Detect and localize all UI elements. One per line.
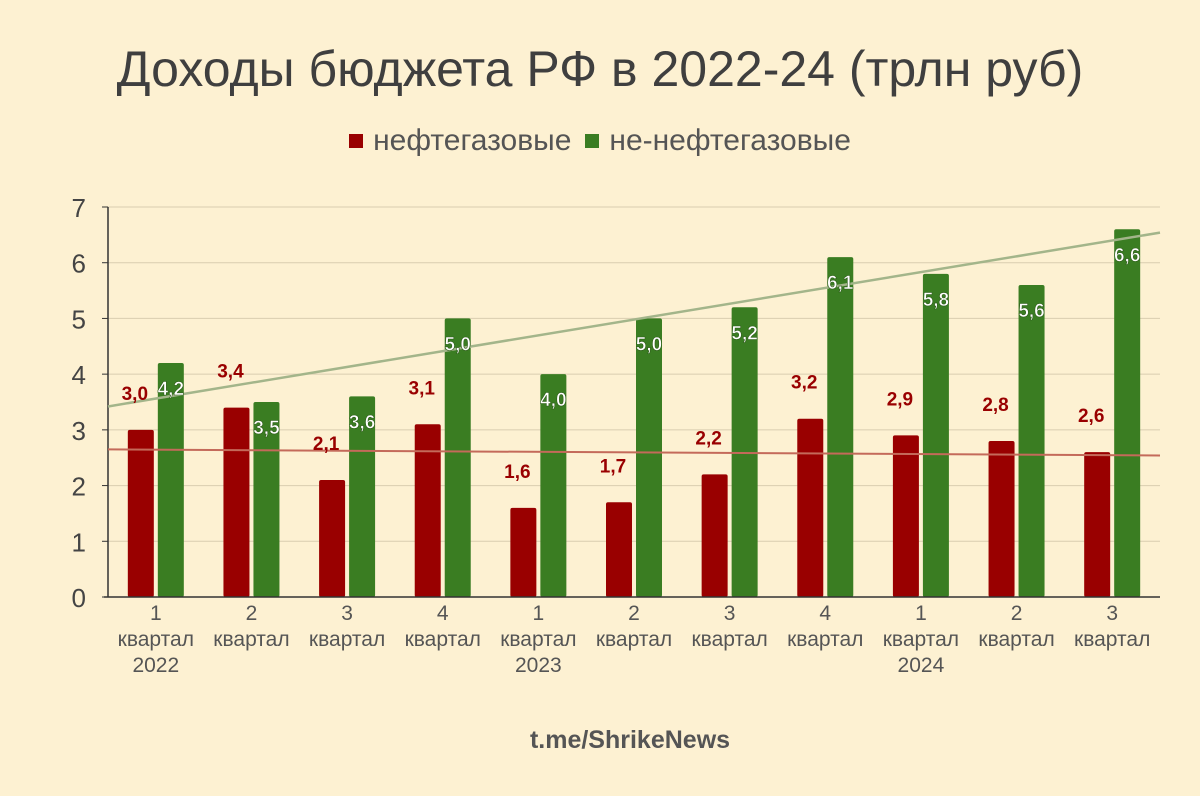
bar-non-oil-gas bbox=[157, 363, 184, 597]
x-category-label: квартал bbox=[787, 628, 863, 651]
legend-swatch-oil-gas bbox=[349, 134, 364, 148]
bar-oil-gas bbox=[127, 429, 154, 597]
bar-oil-gas bbox=[1084, 452, 1111, 597]
x-category-label: 2022 bbox=[132, 654, 179, 677]
bar-oil-gas bbox=[223, 407, 250, 597]
x-category-label: квартал bbox=[118, 628, 194, 651]
x-category-label: 2024 bbox=[898, 654, 945, 677]
x-category-label: квартал bbox=[691, 628, 767, 651]
source-footer: t.me/ShrikeNews bbox=[529, 726, 731, 754]
trendline-non-oil-gas bbox=[107, 231, 1161, 408]
value-label-non-oil-gas: 6,6 bbox=[1114, 245, 1140, 266]
x-category-label: 2 bbox=[1011, 602, 1023, 625]
bar-non-oil-gas bbox=[922, 273, 949, 597]
value-label-non-oil-gas: 3,6 bbox=[349, 412, 375, 433]
x-category-label: 3 bbox=[1106, 602, 1118, 625]
bar-oil-gas bbox=[988, 441, 1015, 597]
bar-non-oil-gas bbox=[349, 396, 376, 597]
y-tick-label: 4 bbox=[72, 360, 86, 390]
y-tick-label: 1 bbox=[72, 527, 86, 557]
value-label-oil-gas: 2,9 bbox=[887, 389, 913, 410]
value-label-oil-gas: 3,1 bbox=[409, 378, 436, 399]
value-label-oil-gas: 3,4 bbox=[217, 362, 244, 383]
bar-non-oil-gas bbox=[1114, 229, 1141, 598]
y-tick-label: 0 bbox=[72, 583, 86, 613]
y-tick-label: 2 bbox=[72, 472, 86, 502]
trendline-oil-gas bbox=[107, 448, 1161, 457]
bar-non-oil-gas bbox=[444, 318, 471, 597]
x-category-label: 3 bbox=[341, 602, 353, 625]
x-category-label: 2 bbox=[628, 602, 640, 625]
value-label-oil-gas: 3,0 bbox=[122, 384, 148, 405]
x-category-label: квартал bbox=[213, 628, 289, 651]
bar-non-oil-gas bbox=[1018, 285, 1045, 597]
x-category-label: 4 bbox=[437, 602, 449, 625]
value-label-oil-gas: 1,7 bbox=[600, 456, 626, 477]
bar-oil-gas bbox=[414, 424, 441, 597]
bar-non-oil-gas bbox=[636, 318, 662, 597]
bar-oil-gas bbox=[797, 418, 824, 597]
value-label-non-oil-gas: 5,6 bbox=[1018, 301, 1044, 322]
value-label-non-oil-gas: 6,1 bbox=[827, 273, 854, 294]
legend-swatch-non-oil-gas bbox=[585, 134, 600, 148]
x-category-label: 4 bbox=[819, 602, 831, 625]
y-tick-label: 7 bbox=[72, 193, 86, 223]
legend-item-oil-gas: нефтегазовые bbox=[349, 124, 571, 158]
value-label-oil-gas: 2,8 bbox=[982, 395, 1008, 416]
value-label-oil-gas: 2,6 bbox=[1078, 406, 1104, 427]
x-category-label: квартал bbox=[596, 628, 672, 651]
legend: нефтегазовые не-нефтегазовые bbox=[0, 124, 1200, 158]
value-label-oil-gas: 3,2 bbox=[791, 373, 817, 394]
value-label-non-oil-gas: 4,2 bbox=[158, 379, 184, 400]
bar-oil-gas bbox=[892, 435, 919, 597]
value-label-non-oil-gas: 4,0 bbox=[540, 390, 566, 411]
value-label-non-oil-gas: 5,8 bbox=[923, 290, 949, 311]
x-category-label: квартал bbox=[309, 628, 385, 651]
value-label-non-oil-gas: 3,5 bbox=[253, 418, 280, 439]
x-category-label: 2 bbox=[246, 602, 258, 625]
legend-item-non-oil-gas: не-нефтегазовые bbox=[585, 124, 851, 158]
value-label-non-oil-gas: 5,2 bbox=[731, 323, 757, 344]
bar-oil-gas bbox=[510, 507, 537, 597]
legend-label-oil-gas: нефтегазовые bbox=[373, 124, 572, 157]
bar-oil-gas bbox=[701, 474, 728, 597]
y-tick-label: 6 bbox=[72, 249, 86, 279]
y-tick-label: 3 bbox=[72, 416, 86, 446]
x-category-label: квартал bbox=[883, 628, 959, 651]
value-label-oil-gas: 2,2 bbox=[695, 428, 721, 449]
legend-label-non-oil-gas: не-нефтегазовые bbox=[609, 124, 851, 157]
value-label-non-oil-gas: 5,0 bbox=[636, 334, 662, 355]
x-category-label: квартал bbox=[405, 628, 481, 651]
x-category-label: 3 bbox=[724, 602, 736, 625]
bar-oil-gas bbox=[319, 480, 346, 597]
x-category-label: 2023 bbox=[515, 654, 562, 677]
x-category-label: квартал bbox=[500, 628, 576, 651]
chart-title: Доходы бюджета РФ в 2022-24 (трлн руб) bbox=[116, 41, 1084, 97]
x-category-label: 1 bbox=[915, 602, 927, 625]
bar-non-oil-gas bbox=[540, 374, 567, 597]
x-category-label: квартал bbox=[1074, 628, 1150, 651]
value-label-non-oil-gas: 5,0 bbox=[445, 334, 471, 355]
x-category-label: 1 bbox=[150, 602, 162, 625]
bar-non-oil-gas bbox=[827, 257, 854, 597]
bar-oil-gas bbox=[606, 502, 632, 597]
x-category-label: 1 bbox=[533, 602, 545, 625]
x-category-label: квартал bbox=[978, 628, 1054, 651]
y-tick-label: 5 bbox=[72, 304, 86, 334]
value-label-oil-gas: 2,1 bbox=[313, 434, 340, 455]
value-label-oil-gas: 1,6 bbox=[504, 462, 530, 483]
